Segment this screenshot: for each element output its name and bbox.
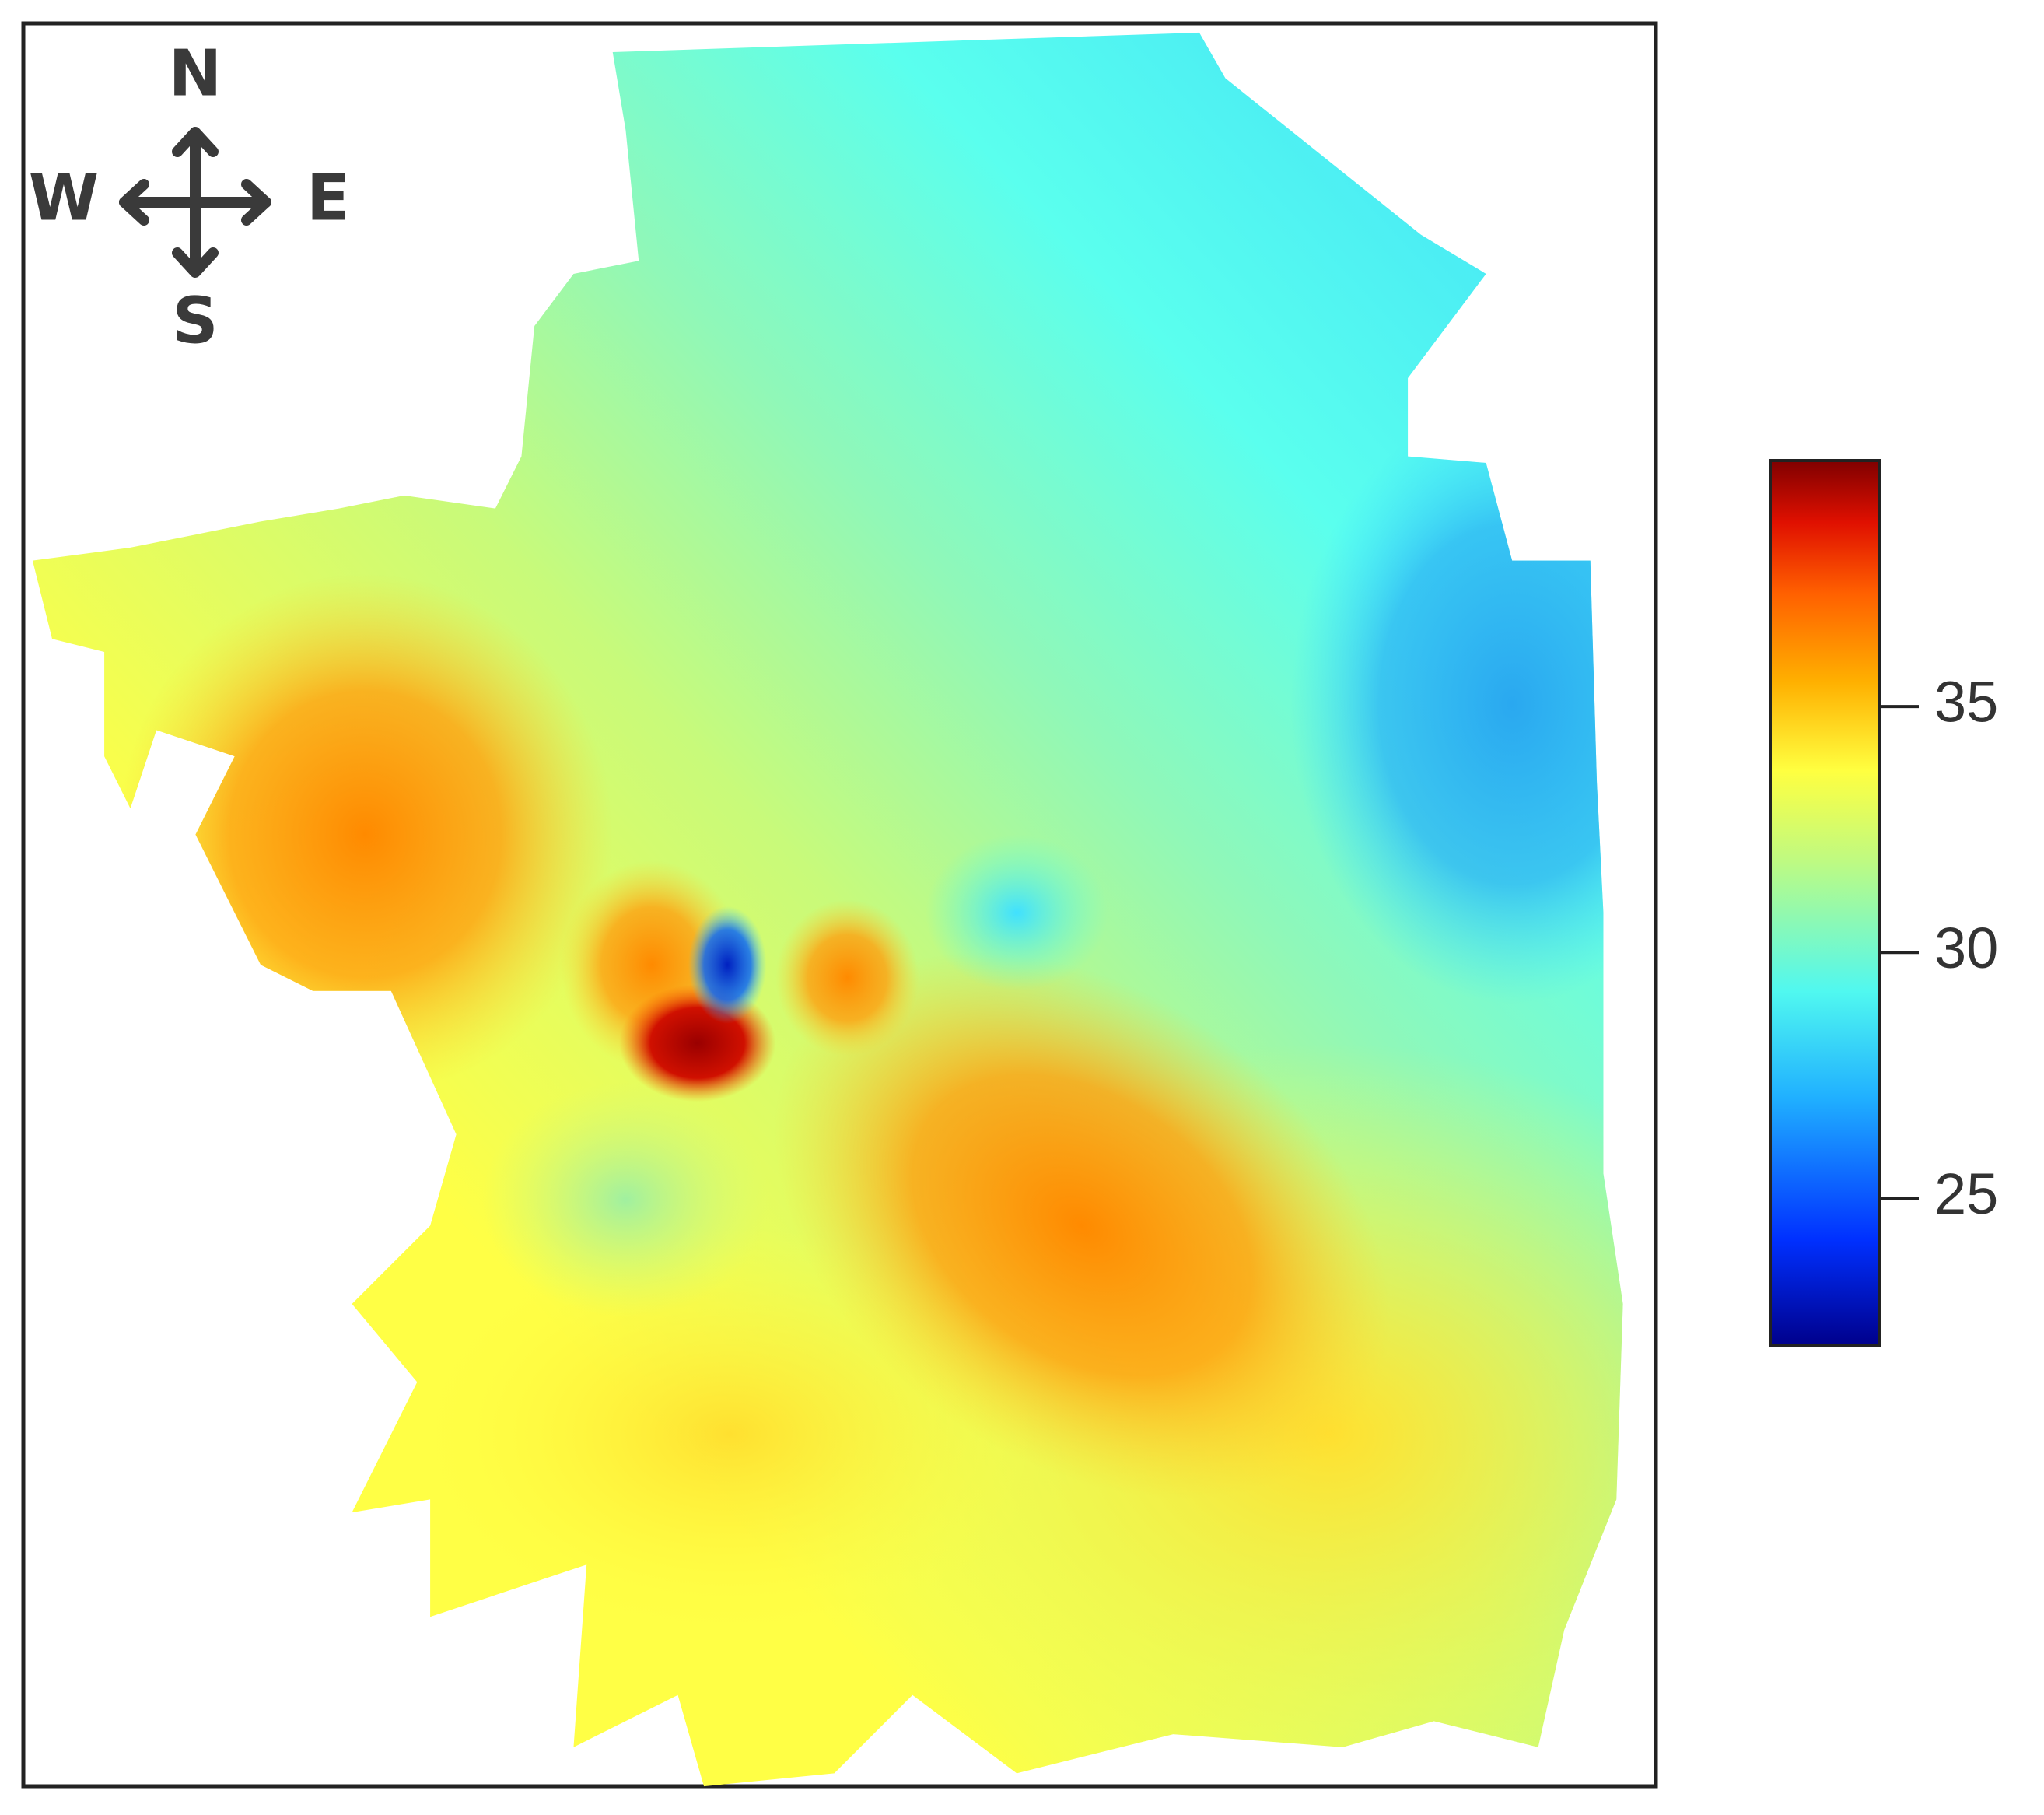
colorbar-tick-label: 30	[1934, 916, 1998, 980]
colorbar-tick-label: 25	[1934, 1162, 1998, 1226]
colorbar	[1769, 459, 1881, 1347]
compass	[119, 127, 271, 278]
compass-north: N	[169, 37, 222, 110]
colorbar-tick-label: 35	[1934, 670, 1998, 734]
compass-south: S	[172, 284, 218, 358]
colorbar-ticks: 25 30 35	[1880, 670, 1998, 1226]
compass-east: E	[306, 161, 350, 235]
compass-west: W	[29, 161, 99, 235]
